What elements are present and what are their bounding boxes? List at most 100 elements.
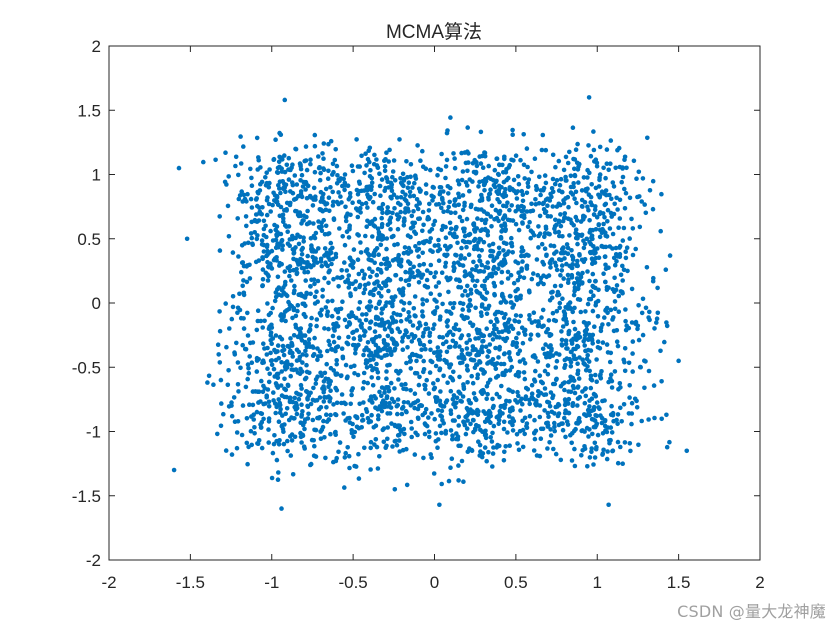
scatter-point xyxy=(537,213,543,219)
scatter-point xyxy=(465,283,470,289)
scatter-point xyxy=(327,342,333,348)
scatter-point xyxy=(418,341,423,347)
scatter-point xyxy=(372,442,377,447)
scatter-point xyxy=(376,301,382,307)
scatter-point xyxy=(238,134,243,139)
scatter-point xyxy=(597,175,602,181)
scatter-point xyxy=(356,451,361,457)
scatter-point xyxy=(472,396,478,401)
scatter-point xyxy=(506,175,511,181)
scatter-point xyxy=(270,238,276,243)
scatter-point xyxy=(406,282,412,288)
scatter-point xyxy=(414,203,419,209)
scatter-point xyxy=(266,201,272,207)
scatter-point xyxy=(489,203,495,208)
scatter-point xyxy=(507,350,512,355)
scatter-point xyxy=(290,315,295,321)
scatter-point xyxy=(318,170,323,176)
scatter-point xyxy=(408,388,413,393)
scatter-point xyxy=(650,206,656,212)
scatter-point xyxy=(459,333,465,338)
scatter-point xyxy=(406,334,411,340)
scatter-point xyxy=(552,420,557,426)
scatter-point xyxy=(499,383,504,389)
scatter-point xyxy=(323,186,329,192)
scatter-point xyxy=(443,164,449,169)
scatter-point xyxy=(411,274,417,280)
scatter-point xyxy=(553,217,558,223)
scatter-point xyxy=(401,301,407,306)
scatter-point xyxy=(634,398,639,404)
scatter-point xyxy=(453,404,458,410)
scatter-point xyxy=(650,178,656,184)
scatter-point xyxy=(281,441,287,447)
scatter-point xyxy=(536,224,541,229)
ticks-layer: -2 -1.5 -1 -0.5 0 0.5 1 1.5 221.510.50-0.5-1-1.5… xyxy=(72,37,765,592)
scatter-point xyxy=(346,453,352,459)
scatter-point xyxy=(565,245,571,251)
scatter-point xyxy=(441,209,446,214)
scatter-point xyxy=(248,428,254,434)
scatter-point xyxy=(541,281,546,287)
scatter-point xyxy=(389,184,394,190)
scatter-point xyxy=(217,248,223,253)
scatter-point xyxy=(439,151,444,157)
scatter-point xyxy=(364,163,369,168)
scatter-point xyxy=(350,330,355,336)
scatter-point xyxy=(404,317,410,322)
scatter-point-outlier xyxy=(279,506,284,511)
scatter-point xyxy=(503,193,509,198)
scatter-point xyxy=(487,332,493,338)
scatter-point xyxy=(510,326,516,332)
scatter-point xyxy=(307,262,312,268)
scatter-point xyxy=(478,129,484,135)
scatter-point xyxy=(312,335,317,341)
scatter-point xyxy=(555,289,561,295)
scatter-point xyxy=(465,168,470,174)
scatter-point xyxy=(363,317,369,323)
scatter-point xyxy=(331,402,336,407)
scatter-point xyxy=(259,179,265,185)
scatter-point xyxy=(306,341,312,346)
scatter-point xyxy=(572,166,577,172)
scatter-point xyxy=(537,373,543,379)
scatter-point xyxy=(525,224,531,229)
scatter-point xyxy=(587,332,592,338)
scatter-point xyxy=(556,158,562,164)
scatter-point xyxy=(356,476,362,481)
scatter-point xyxy=(334,358,340,363)
scatter-point xyxy=(627,383,632,388)
scatter-point xyxy=(276,470,281,475)
scatter-point xyxy=(489,439,495,444)
scatter-point xyxy=(491,280,497,286)
scatter-point xyxy=(343,362,349,368)
scatter-point xyxy=(381,426,387,431)
scatter-point xyxy=(391,233,396,239)
scatter-point xyxy=(594,163,600,169)
scatter-point xyxy=(411,209,416,214)
scatter-point xyxy=(251,412,256,418)
scatter-point xyxy=(355,257,361,263)
scatter-point xyxy=(230,294,236,299)
scatter-point xyxy=(588,373,594,379)
scatter-point xyxy=(593,446,599,452)
scatter-point xyxy=(552,428,557,434)
scatter-point xyxy=(383,157,388,162)
scatter-point xyxy=(312,281,317,287)
scatter-point xyxy=(611,255,617,261)
scatter-point xyxy=(431,350,437,356)
scatter-point xyxy=(421,455,426,461)
scatter-point xyxy=(379,385,385,390)
scatter-point xyxy=(312,132,318,138)
scatter-point xyxy=(552,181,558,187)
scatter-point xyxy=(545,420,550,426)
scatter-point xyxy=(298,430,303,436)
scatter-point xyxy=(592,440,598,446)
scatter-point xyxy=(567,149,572,155)
scatter-point xyxy=(398,209,404,215)
scatter-point xyxy=(563,341,569,347)
scatter-point xyxy=(524,190,530,196)
scatter-point xyxy=(540,380,545,386)
scatter-point xyxy=(592,260,598,265)
scatter-point xyxy=(365,415,371,421)
